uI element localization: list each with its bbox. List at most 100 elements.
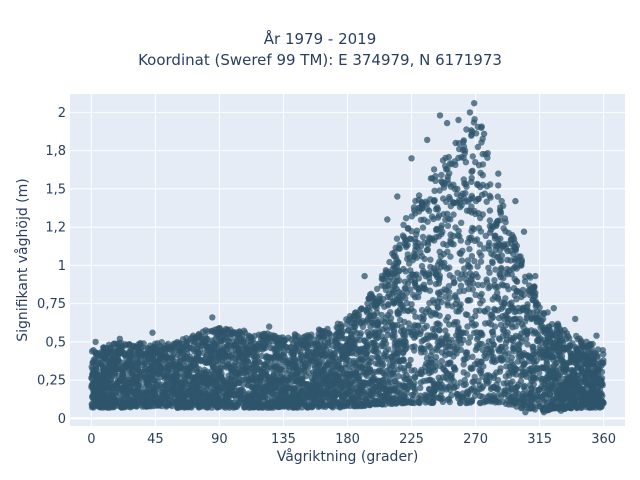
scatter-point [117,384,125,392]
scatter-point [436,295,443,302]
scatter-point [502,219,509,226]
scatter-point [515,346,523,353]
scatter-point [177,382,185,390]
scatter-point [457,340,465,347]
scatter-point [345,389,352,396]
scatter-point [495,182,502,189]
scatter-point [496,271,503,278]
scatter-point [319,370,326,377]
scatter-point [469,153,476,160]
scatter-point [391,333,398,340]
scatter-point [485,239,493,246]
scatter-point [351,312,358,319]
scatter-point [430,215,437,223]
scatter-point [404,386,411,393]
scatter-point [363,350,370,357]
scatter-point [504,315,511,322]
scatter-point [548,386,555,393]
scatter-point [455,227,462,235]
scatter-point [146,365,154,372]
scatter-point [130,372,137,379]
scatter-point [558,336,566,343]
scatter-point [195,330,203,338]
scatter-point [392,260,399,267]
scatter-point [396,277,403,284]
scatter-point [481,308,489,315]
scatter-point [561,368,568,375]
scatter-point [292,332,299,339]
scatter-point [415,196,422,203]
scatter-point [339,328,347,335]
scatter-point [515,341,522,348]
scatter-point [285,360,292,367]
scatter-point [574,357,581,365]
scatter-point [411,347,418,354]
scatter-point [460,143,468,150]
scatter-point [294,343,302,350]
scatter-point [487,321,495,328]
scatter-point [501,299,508,307]
scatter-point [512,384,519,391]
scatter-point [546,327,554,334]
scatter-point [415,275,423,282]
scatter-point [565,359,573,366]
scatter-point [423,322,430,330]
scatter-point [536,336,543,343]
scatter-point [363,342,370,349]
scatter-point [434,206,442,213]
scatter-point [428,312,435,319]
scatter-point [378,272,386,280]
scatter-point [445,395,453,403]
scatter-point [444,173,451,180]
scatter-point [469,280,477,287]
scatter-point [109,371,116,379]
scatter-point [444,360,451,367]
scatter-point [313,340,320,347]
scatter-point [429,297,437,304]
scatter-point [378,368,385,375]
scatter-point [444,302,451,309]
scatter-point [463,126,470,133]
scatter-point [436,248,443,255]
scatter-point [220,345,227,352]
scatter-point [446,294,453,301]
scatter-point [123,391,131,399]
scatter-point [493,242,500,250]
scatter-point [478,367,485,375]
scatter-point [157,363,164,370]
scatter-point [447,202,454,210]
scatter-point [267,354,274,361]
scatter-point [329,363,336,371]
scatter-point [288,336,295,343]
scatter-point [494,295,502,303]
scatter-point [432,353,440,361]
scatter-point [251,346,259,353]
scatter-point [458,219,465,226]
scatter-point [503,363,510,370]
scatter-point [100,354,107,362]
scatter-point [127,386,134,393]
scatter-point [417,249,424,256]
scatter-point [400,373,407,381]
scatter-point [229,328,237,336]
scatter-point [570,350,577,357]
scatter-point [181,362,188,369]
scatter-point [118,367,125,374]
scatter-point [458,257,466,264]
scatter-point [126,361,134,368]
scatter-point [471,373,478,381]
scatter-point [413,227,421,234]
scatter-point [251,355,258,362]
scatter-point [232,369,240,377]
scatter-point [479,393,486,400]
scatter-point [301,333,309,340]
scatter-point [493,254,501,261]
scatter-point [471,116,478,123]
scatter-point [504,308,512,315]
scatter-point [465,390,472,398]
scatter-point [436,326,443,334]
scatter-point [258,370,265,377]
scatter-point [143,373,150,380]
scatter-point [573,332,580,340]
scatter-point [412,282,419,289]
